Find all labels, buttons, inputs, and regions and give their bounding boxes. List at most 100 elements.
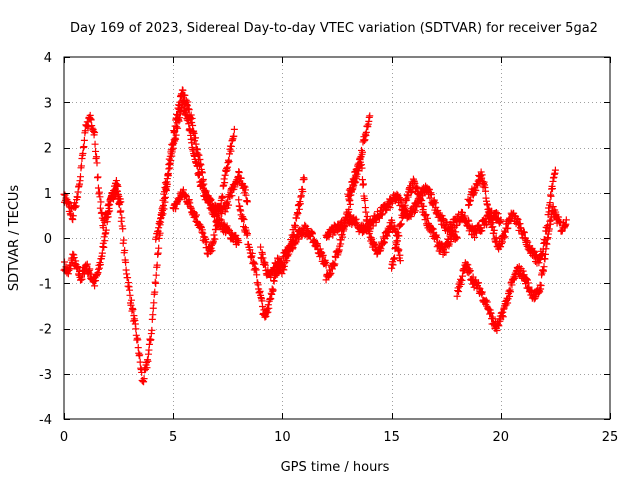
data-point xyxy=(169,139,177,147)
data-point xyxy=(153,261,161,269)
data-point xyxy=(478,227,486,235)
data-point xyxy=(150,299,158,307)
data-point xyxy=(257,243,265,251)
data-point xyxy=(497,243,505,251)
data-point xyxy=(359,180,367,188)
data-point xyxy=(265,304,273,312)
data-point xyxy=(144,357,152,365)
data-point xyxy=(94,173,102,181)
axis-ticks: 0 5 10 15 20 25 -4 -3 -2 -1 0 1 2 3 4 xyxy=(39,51,618,445)
data-point xyxy=(248,249,256,257)
data-point xyxy=(78,275,86,283)
data-point xyxy=(523,275,531,283)
y-axis-title: SDTVAR / TECUs xyxy=(7,185,22,292)
data-point xyxy=(547,192,555,200)
data-point xyxy=(77,173,85,181)
data-point xyxy=(225,201,233,209)
data-point xyxy=(411,180,419,188)
data-point xyxy=(101,237,109,245)
data-point xyxy=(357,152,365,160)
data-point xyxy=(547,216,555,224)
data-point xyxy=(548,185,556,193)
data-point xyxy=(185,106,193,114)
data-point xyxy=(119,225,127,233)
data-point xyxy=(243,198,251,206)
data-point xyxy=(195,151,203,159)
y-tick-label: 3 xyxy=(44,96,52,111)
data-point xyxy=(91,129,99,137)
series-track-2 xyxy=(60,111,125,232)
data-point xyxy=(164,172,172,180)
data-point xyxy=(497,216,505,224)
data-point xyxy=(136,358,144,366)
data-point xyxy=(364,221,372,229)
data-point xyxy=(308,230,316,238)
data-point xyxy=(99,224,107,232)
data-point xyxy=(235,196,243,204)
data-point xyxy=(235,168,243,176)
data-point xyxy=(149,311,157,319)
data-point xyxy=(140,375,148,383)
data-point xyxy=(124,274,132,282)
data-point xyxy=(134,336,142,344)
data-point xyxy=(398,214,406,222)
x-tick-label: 5 xyxy=(169,430,177,445)
data-point xyxy=(478,288,486,296)
data-point xyxy=(434,206,442,214)
data-point xyxy=(188,114,196,122)
data-point xyxy=(486,209,494,217)
data-point xyxy=(69,212,77,220)
data-point xyxy=(92,147,100,155)
data-point xyxy=(166,164,174,172)
data-point xyxy=(500,234,508,242)
data-point xyxy=(200,180,208,188)
data-point xyxy=(235,239,243,247)
data-point xyxy=(121,246,129,254)
data-point xyxy=(253,271,261,279)
data-point xyxy=(160,205,168,213)
data-point xyxy=(136,351,144,359)
data-point xyxy=(129,306,137,314)
data-point xyxy=(546,199,554,207)
data-point xyxy=(492,209,500,217)
data-point xyxy=(520,229,528,237)
data-point xyxy=(424,214,432,222)
y-tick-label: -2 xyxy=(39,323,52,338)
data-point xyxy=(536,255,544,263)
data-point xyxy=(240,216,248,224)
data-point xyxy=(378,210,386,218)
data-point xyxy=(211,235,219,243)
data-point xyxy=(118,214,126,222)
data-point xyxy=(478,171,486,179)
data-point xyxy=(295,235,303,243)
data-point xyxy=(122,258,130,266)
data-point xyxy=(259,254,267,262)
data-point xyxy=(96,193,104,201)
chart-title: Day 169 of 2023, Sidereal Day-to-day VTE… xyxy=(70,21,598,36)
data-point xyxy=(98,249,106,257)
data-point xyxy=(120,236,128,244)
data-point xyxy=(230,132,238,140)
data-point xyxy=(184,98,192,106)
data-point xyxy=(278,270,286,278)
data-point xyxy=(72,202,80,210)
data-point xyxy=(350,177,358,185)
data-point xyxy=(413,183,421,191)
x-axis-title: GPS time / hours xyxy=(281,460,390,475)
data-point xyxy=(422,211,430,219)
data-point xyxy=(230,125,238,133)
data-point xyxy=(288,239,296,247)
data-point xyxy=(366,112,374,120)
data-point xyxy=(411,207,419,215)
y-tick-label: -1 xyxy=(39,277,52,292)
data-point xyxy=(100,243,108,251)
x-tick-label: 0 xyxy=(60,430,68,445)
data-point xyxy=(174,111,182,119)
data-point xyxy=(198,169,206,177)
data-point xyxy=(155,244,163,252)
data-point xyxy=(190,129,198,137)
data-point xyxy=(420,202,428,210)
data-point xyxy=(366,227,374,235)
data-point xyxy=(347,188,355,196)
